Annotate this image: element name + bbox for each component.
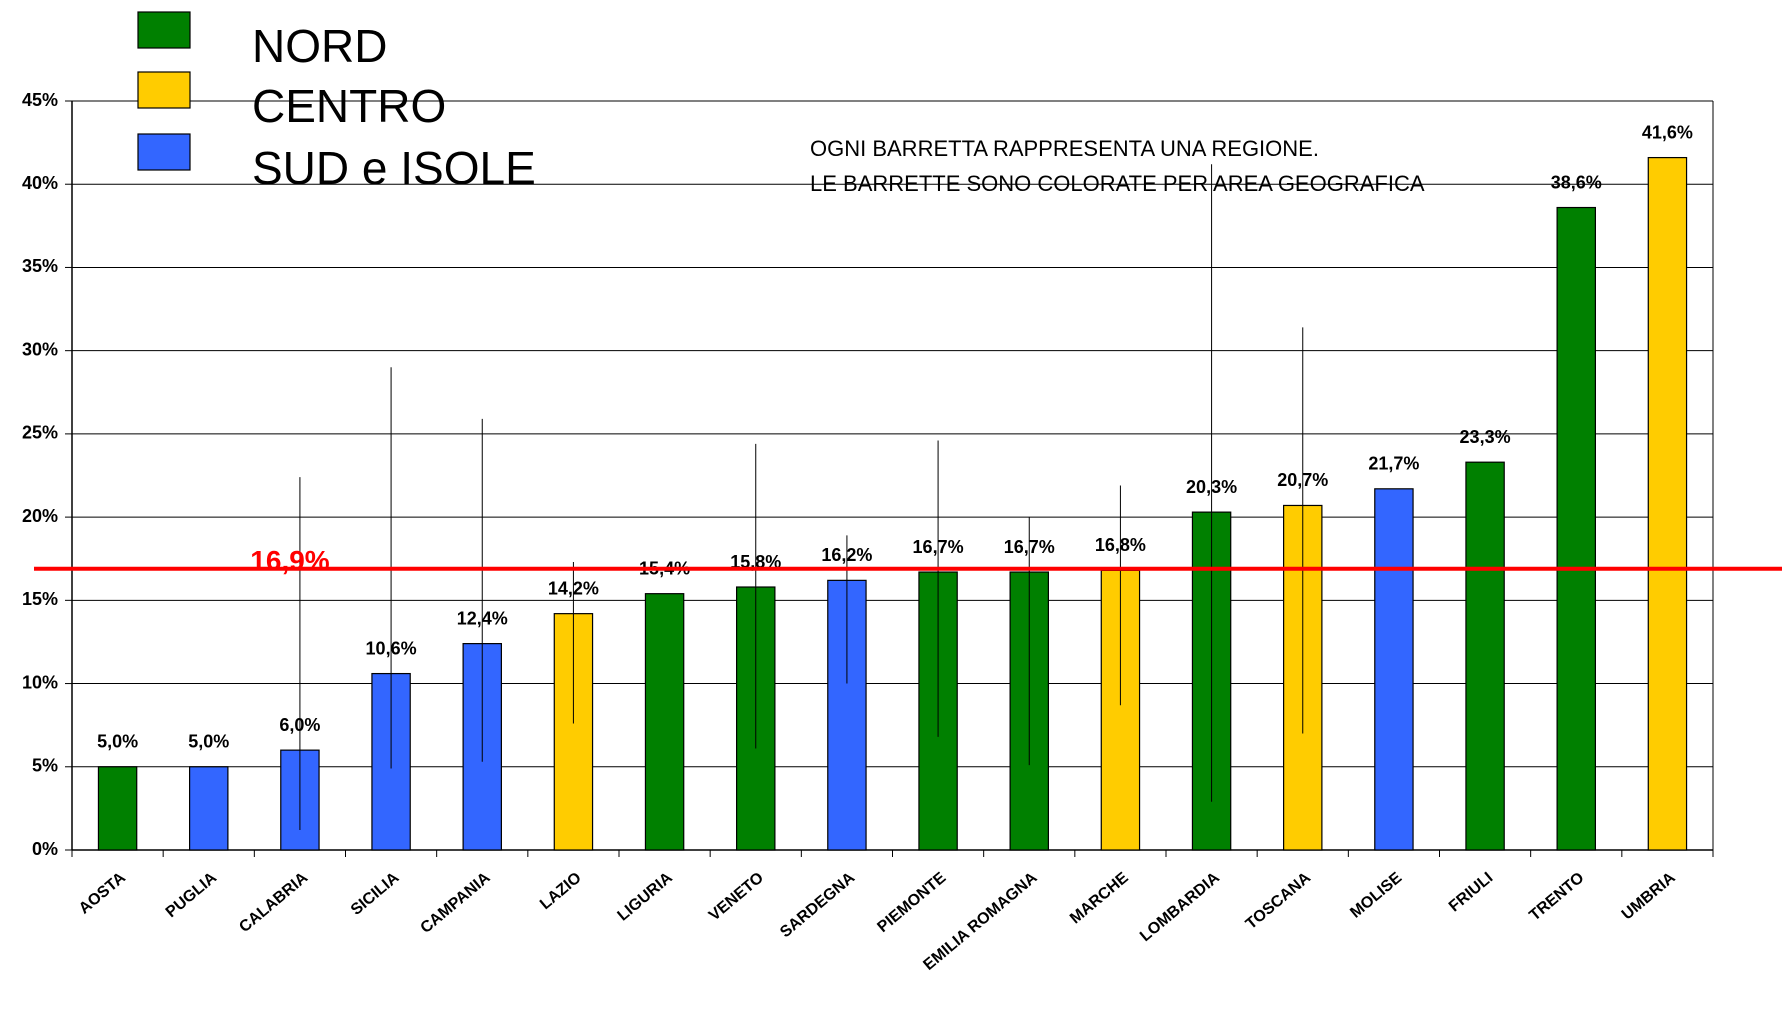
legend-label: NORD — [252, 20, 387, 72]
bar — [97, 766, 138, 851]
x-tick-label: MARCHE — [1067, 869, 1132, 927]
y-tick-label: 25% — [22, 423, 58, 443]
x-tick-label: MOLISE — [1347, 869, 1405, 922]
annotation: OGNI BARRETTA RAPPRESENTA UNA REGIONE. — [810, 136, 1319, 161]
value-label: 21,7% — [1368, 454, 1419, 474]
bar — [1465, 461, 1505, 851]
y-tick-label: 30% — [22, 339, 58, 359]
annotation: LE BARRETTE SONO COLORATE PER AREA GEOGR… — [810, 171, 1425, 196]
y-tick-label: 0% — [32, 839, 58, 859]
x-tick-label: AOSTA — [76, 869, 129, 918]
value-label: 41,6% — [1642, 122, 1693, 142]
y-tick-label: 5% — [32, 756, 58, 776]
bar — [189, 766, 229, 851]
x-tick-label: CAMPANIA — [417, 869, 493, 937]
value-label: 23,3% — [1460, 427, 1511, 447]
legend-swatch — [137, 133, 191, 171]
bar — [1374, 488, 1414, 851]
x-tick-label: FRIULI — [1446, 869, 1496, 915]
bar — [1647, 156, 1688, 851]
value-label: 5,0% — [97, 732, 138, 752]
y-tick-label: 10% — [22, 672, 58, 692]
y-tick-label: 15% — [22, 589, 58, 609]
x-tick-label: PUGLIA — [163, 869, 221, 921]
legend-swatch — [137, 71, 191, 109]
x-tick-label: UMBRIA — [1619, 869, 1679, 923]
x-tick-label: SICILIA — [348, 869, 403, 919]
x-tick-label: VENETO — [706, 869, 767, 924]
value-label: 38,6% — [1551, 172, 1602, 192]
x-tick-label: SARDEGNA — [777, 869, 858, 941]
y-tick-label: 40% — [22, 173, 58, 193]
x-tick-label: LIGURIA — [615, 869, 677, 925]
legend-label: CENTRO — [252, 80, 446, 132]
x-tick-label: LOMBARDIA — [1137, 869, 1223, 945]
x-tick-label: CALABRIA — [236, 869, 311, 936]
x-tick-label: TOSCANA — [1243, 869, 1315, 933]
bar — [1556, 206, 1596, 851]
reference-label: 16,9% — [250, 545, 329, 576]
legend-label: SUD e ISOLE — [252, 142, 536, 194]
x-tick-label: LAZIO — [537, 869, 585, 913]
y-tick-label: 35% — [22, 256, 58, 276]
legend-swatch — [137, 11, 191, 49]
x-tick-label: PIEMONTE — [874, 869, 949, 936]
bar — [644, 593, 685, 851]
y-tick-label: 45% — [22, 90, 58, 110]
x-tick-label: TRENTO — [1526, 869, 1587, 924]
value-label: 5,0% — [188, 732, 229, 752]
y-tick-label: 20% — [22, 506, 58, 526]
